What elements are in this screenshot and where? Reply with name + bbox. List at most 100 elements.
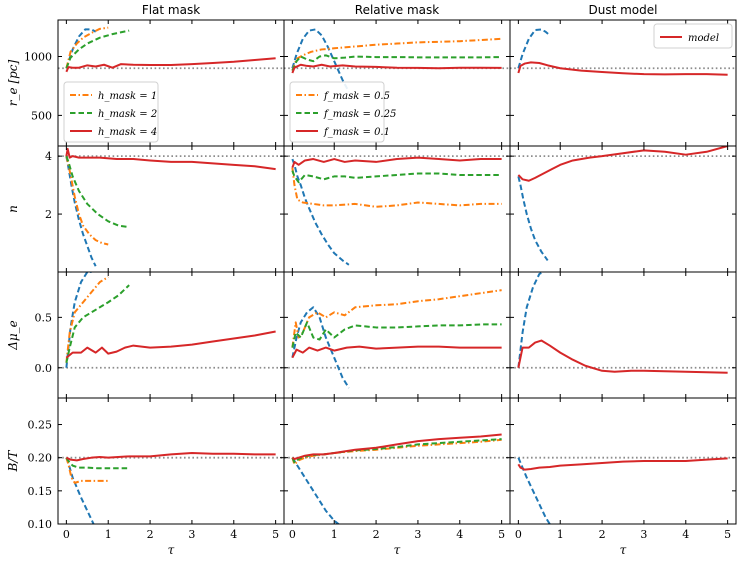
series-line-unmasked xyxy=(517,176,549,261)
legend-label: f_mask = 0.25 xyxy=(323,109,396,120)
x-tick-label: 2 xyxy=(147,528,154,541)
x-tick-label: 1 xyxy=(331,528,338,541)
y-tick-label: 4 xyxy=(45,150,52,163)
series-line-f-mask-0-1 xyxy=(291,345,502,359)
series-line-unmasked xyxy=(65,457,95,524)
x-tick-label: 5 xyxy=(272,528,279,541)
x-tick-label: 3 xyxy=(188,528,195,541)
series-line-f-mask-0-1 xyxy=(291,63,502,74)
column-title: Flat mask xyxy=(142,3,200,17)
x-tick-label: 0 xyxy=(63,528,70,541)
series-line-h-mask-4 xyxy=(65,452,276,462)
series-line-unmasked xyxy=(291,158,350,266)
series-line-f-mask-0-5 xyxy=(291,438,502,466)
legend-label: f_mask = 0.5 xyxy=(323,91,390,102)
series-line-unmasked xyxy=(291,306,350,389)
axes-frame xyxy=(283,145,511,273)
series-line-model xyxy=(517,61,728,76)
y-tick-label: 0.20 xyxy=(28,452,53,465)
y-axis-label: Δμ_e xyxy=(6,320,20,351)
x-axis-label: τ xyxy=(620,543,627,557)
series-line-f-mask-0-25 xyxy=(291,54,502,72)
x-tick-label: 5 xyxy=(498,528,505,541)
x-tick-label: 4 xyxy=(456,528,463,541)
legend-box xyxy=(289,81,385,143)
y-tick-label: 0.10 xyxy=(28,518,53,531)
legend-label: model xyxy=(688,33,719,44)
series-line-unmasked xyxy=(291,28,350,93)
legend-label: h_mask = 4 xyxy=(98,127,157,138)
series-line-unmasked xyxy=(517,272,544,368)
series-line-h-mask-1 xyxy=(65,276,109,363)
series-line-model xyxy=(517,457,728,471)
series-line-h-mask-1 xyxy=(65,26,109,69)
y-tick-label: 0.5 xyxy=(35,311,53,324)
axes-frame xyxy=(57,145,285,273)
x-axis-label: τ xyxy=(394,543,401,557)
series-line-h-mask-1 xyxy=(65,155,109,246)
series-line-h-mask-2 xyxy=(65,29,130,69)
x-tick-label: 4 xyxy=(230,528,237,541)
legend-label: h_mask = 1 xyxy=(98,91,157,102)
x-tick-label: 2 xyxy=(373,528,380,541)
legend: f_mask = 0.5 f_mask = 0.25 f_mask = 0.1 xyxy=(289,81,396,143)
series-line-unmasked xyxy=(291,457,341,524)
column-title: Relative mask xyxy=(355,3,440,17)
y-tick-label: 0.15 xyxy=(28,485,53,498)
series-line-unmasked xyxy=(65,28,97,69)
legend: h_mask = 1 h_mask = 2 h_mask = 4 xyxy=(63,81,159,143)
y-tick-label: 500 xyxy=(31,109,52,122)
series-line-unmasked xyxy=(65,272,92,368)
legend-label: h_mask = 2 xyxy=(98,109,157,120)
series-line-h-mask-2 xyxy=(65,155,130,229)
x-tick-label: 4 xyxy=(682,528,689,541)
legend-box xyxy=(653,23,733,49)
x-tick-label: 5 xyxy=(724,528,731,541)
series-line-h-mask-1 xyxy=(65,457,109,484)
series-line-f-mask-0-25 xyxy=(291,438,502,464)
series-line-f-mask-0-5 xyxy=(291,167,502,208)
axes-frame xyxy=(283,397,511,525)
series-line-f-mask-0-25 xyxy=(291,170,502,184)
x-tick-label: 3 xyxy=(640,528,647,541)
axes-frame xyxy=(509,145,737,273)
panel-n-2 xyxy=(509,145,737,273)
panel-dmu-2 xyxy=(509,271,737,399)
y-axis-label: r_e [pc] xyxy=(6,59,20,106)
x-tick-label: 1 xyxy=(557,528,564,541)
panel-dmu-0: 0.0 0.5 xyxy=(35,271,285,399)
panel-dmu-1 xyxy=(283,271,511,399)
axes-frame xyxy=(509,397,737,525)
y-axis-label: B/T xyxy=(6,450,20,473)
x-tick-label: 2 xyxy=(599,528,606,541)
series-line-unmasked xyxy=(517,28,551,69)
panel-bt-2: 0 1 2 3 4 5 xyxy=(509,397,737,541)
panel-n-1 xyxy=(283,145,511,273)
y-tick-label: 1000 xyxy=(24,51,52,64)
series-line-f-mask-0-5 xyxy=(291,289,502,348)
x-tick-label: 3 xyxy=(414,528,421,541)
column-title: Dust model xyxy=(589,3,658,17)
panel-n-0: 24 xyxy=(45,145,285,273)
series-line-f-mask-0-1 xyxy=(291,156,502,169)
panel-bt-0: 0.10 0.15 0.20 0.25 0 1 2 3 4 5 xyxy=(28,397,285,541)
legend-label: f_mask = 0.1 xyxy=(323,127,390,138)
x-tick-label: 0 xyxy=(515,528,522,541)
y-tick-label: 0.25 xyxy=(28,419,53,432)
series-line-f-mask-0-5 xyxy=(291,37,502,71)
series-line-model xyxy=(517,146,728,182)
series-line-h-mask-4 xyxy=(65,330,276,359)
y-axis-label: n xyxy=(6,205,20,213)
series-line-h-mask-4 xyxy=(65,147,276,171)
legend-box xyxy=(63,81,159,143)
axes-frame xyxy=(57,397,285,525)
axes-frame xyxy=(509,271,737,399)
y-tick-label: 2 xyxy=(45,208,52,221)
series-line-h-mask-2 xyxy=(65,457,130,470)
x-tick-label: 0 xyxy=(289,528,296,541)
x-tick-label: 1 xyxy=(105,528,112,541)
panel-bt-1: 0 1 2 3 4 5 xyxy=(283,397,511,541)
x-axis-label: τ xyxy=(168,543,175,557)
series-line-f-mask-0-1 xyxy=(291,433,502,461)
